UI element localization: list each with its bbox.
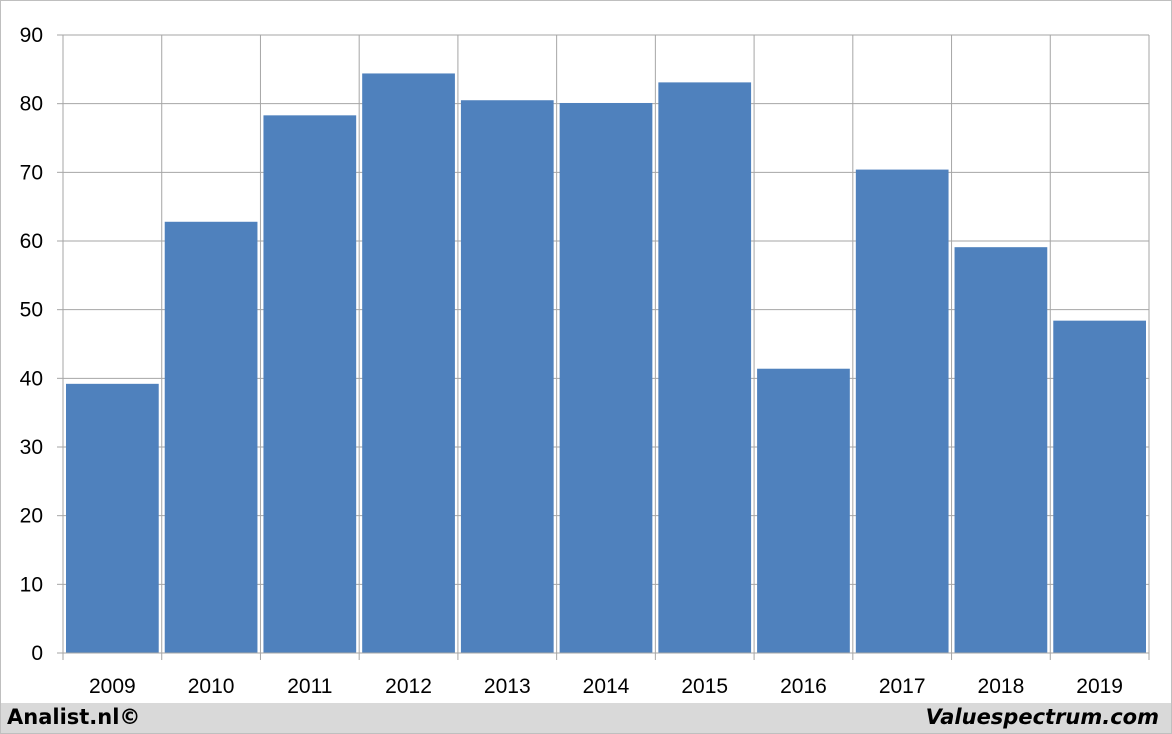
bar-2011 (263, 115, 357, 654)
bar-2017 (855, 169, 949, 653)
x-tick-label: 2009 (89, 675, 136, 698)
right-credit: Valuespectrum.com (925, 705, 1159, 729)
y-tick-label: 40 (20, 367, 43, 390)
x-tick-label: 2017 (879, 675, 926, 698)
bars (66, 73, 1146, 654)
x-tick-label: 2019 (1076, 675, 1123, 698)
bar-2016 (757, 368, 850, 653)
bar-2012 (362, 73, 455, 654)
x-tick-label: 2018 (978, 675, 1025, 698)
y-tick-label: 90 (20, 24, 43, 47)
bar-2013 (460, 100, 554, 653)
x-tick-label: 2012 (385, 675, 432, 698)
x-tick-labels: 2009 2010 2011 2012 2013 2014 2015 2016 2017 2018… (89, 675, 1123, 698)
bar-2019 (1053, 320, 1146, 653)
y-tick-label: 70 (20, 161, 43, 184)
bar-2014 (559, 102, 653, 654)
bar-2010 (164, 221, 258, 654)
footer-bar: Analist.nl© Valuespectrum.com (1, 703, 1171, 733)
x-tick-label: 2014 (583, 675, 630, 698)
left-credit: Analist.nl© (7, 705, 141, 729)
y-tick-label: 60 (20, 230, 43, 253)
y-tick-label: 0 (31, 642, 43, 665)
x-tick-label: 2016 (780, 675, 827, 698)
x-tick-label: 2011 (287, 675, 332, 698)
bar-2018 (954, 247, 1048, 653)
bar-2009 (66, 383, 159, 653)
y-tick-label: 80 (20, 93, 43, 116)
axes (57, 34, 1150, 660)
x-tick-label: 2010 (188, 675, 235, 698)
x-tick-label: 2013 (484, 675, 531, 698)
y-tick-label: 10 (20, 573, 43, 596)
x-tick-label: 2015 (681, 675, 728, 698)
y-tick-label: 20 (20, 505, 43, 528)
bar-chart: 0 10 20 30 40 50 60 70 80 90 2009 2010 2011 2012 2013… (20, 24, 1150, 698)
y-tick-label: 50 (20, 299, 43, 322)
y-tick-labels: 0 10 20 30 40 50 60 70 80 90 (20, 24, 43, 665)
bar-2015 (658, 82, 752, 653)
y-tick-label: 30 (20, 436, 43, 459)
